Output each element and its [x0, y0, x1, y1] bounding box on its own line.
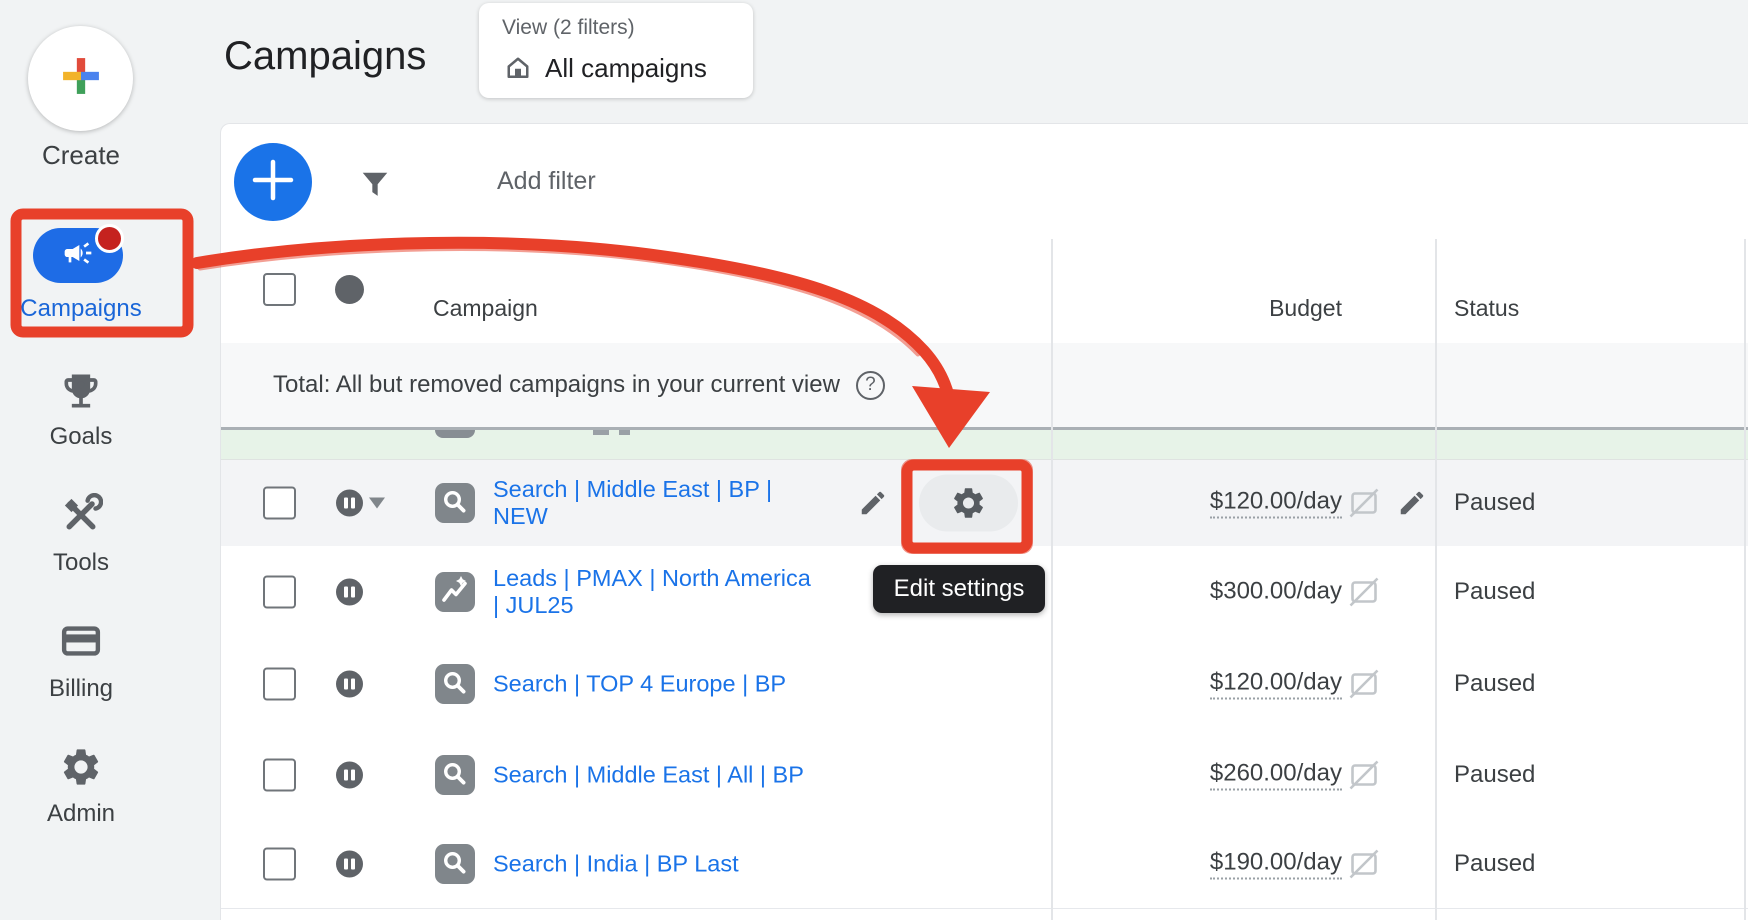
column-divider: [1435, 239, 1437, 920]
budget-not-shared-icon: [1346, 574, 1382, 610]
status-value: Paused: [1454, 850, 1536, 877]
budget-value[interactable]: $260.00/day: [1209, 759, 1342, 790]
status-value: Paused: [1454, 578, 1536, 605]
row-checkbox[interactable]: [263, 847, 296, 881]
table-header-row: Campaign Budget Status: [221, 239, 1748, 345]
notification-dot: [95, 224, 124, 253]
budget-value[interactable]: $120.00/day: [1209, 487, 1342, 519]
edit-budget-pencil-icon[interactable]: [1397, 488, 1427, 518]
trophy-icon[interactable]: [59, 369, 103, 413]
budget-value[interactable]: $300.00/day: [1209, 577, 1342, 605]
campaign-link[interactable]: Leads | PMAX | North America | JUL25: [493, 565, 811, 618]
campaigns-table: Add filter Campaign Budget Status Total:…: [220, 123, 1748, 920]
select-all-checkbox[interactable]: [263, 273, 296, 306]
total-row: Total: All but removed campaigns in your…: [221, 343, 1748, 430]
pmax-campaign-icon: [435, 572, 475, 612]
status-value: Paused: [1454, 760, 1536, 788]
campaign-link[interactable]: Search | Middle East | All | BP: [493, 761, 804, 787]
tools-icon[interactable]: [59, 492, 104, 537]
budget-not-shared-icon: [1346, 485, 1382, 521]
gear-icon[interactable]: [59, 745, 103, 789]
budget-value[interactable]: $120.00/day: [1209, 668, 1342, 699]
help-icon[interactable]: ?: [855, 370, 885, 400]
table-row: Search | India | BP Last $190.00/day Pau…: [221, 820, 1748, 909]
clipped-text-fragment: [619, 430, 630, 435]
sidebar-item-goals[interactable]: Goals: [49, 423, 113, 450]
highlighted-partial-row: [221, 430, 1748, 460]
paused-status-icon[interactable]: [336, 761, 363, 788]
add-filter-button[interactable]: Add filter: [497, 167, 596, 195]
search-campaign-icon: [435, 844, 475, 884]
plus-icon: [234, 141, 312, 224]
row-checkbox[interactable]: [263, 486, 296, 520]
search-campaign-icon: [435, 482, 475, 523]
edit-settings-gear-button[interactable]: [919, 474, 1018, 532]
column-divider: [1744, 239, 1746, 920]
edit-settings-tooltip: Edit settings: [873, 565, 1045, 613]
total-row-text: Total: All but removed campaigns in your…: [273, 371, 840, 398]
status-dot-icon: [335, 275, 364, 304]
row-checkbox[interactable]: [263, 575, 296, 609]
sidebar-item-campaigns-label: Campaigns: [20, 295, 142, 322]
row-checkbox[interactable]: [263, 667, 296, 700]
sidebar-item-billing[interactable]: Billing: [48, 675, 114, 702]
status-value: Paused: [1454, 669, 1536, 697]
page-title: Campaigns: [224, 34, 427, 78]
budget-not-shared-icon: [1346, 846, 1382, 882]
row-checkbox[interactable]: [263, 758, 296, 791]
table-row: Search | Middle East | BP | NEW $120.00/…: [221, 459, 1748, 547]
table-row: Search | Middle East | All | BP $260.00/…: [221, 729, 1748, 821]
credit-card-icon[interactable]: [59, 619, 103, 663]
edit-pencil-icon[interactable]: [858, 488, 888, 518]
status-value: Paused: [1454, 488, 1536, 516]
campaign-link[interactable]: Search | TOP 4 Europe | BP: [493, 670, 787, 696]
paused-status-icon[interactable]: [336, 489, 363, 517]
campaign-link[interactable]: Search | Middle East | BP | NEW: [493, 475, 773, 529]
view-chip-label: View (2 filters): [502, 16, 635, 39]
campaign-link[interactable]: Search | India | BP Last: [493, 850, 739, 877]
column-header-campaign[interactable]: Campaign: [433, 295, 538, 321]
view-filter-chip[interactable]: View (2 filters) All campaigns: [479, 3, 753, 98]
budget-not-shared-icon: [1346, 757, 1382, 793]
paused-status-icon[interactable]: [336, 850, 363, 878]
sidebar-item-admin[interactable]: Admin: [46, 800, 116, 827]
budget-value[interactable]: $190.00/day: [1209, 849, 1342, 880]
column-divider: [1051, 239, 1053, 920]
table-row: Search | TOP 4 Europe | BP $120.00/day P…: [221, 638, 1748, 730]
new-campaign-button[interactable]: [234, 143, 312, 221]
clipped-campaign-icon-fragment: [435, 430, 475, 438]
chevron-down-icon[interactable]: [369, 497, 385, 509]
clipped-text-fragment: [593, 430, 609, 435]
paused-status-icon[interactable]: [336, 670, 363, 697]
column-header-budget[interactable]: Budget: [1269, 295, 1342, 321]
filter-toolbar: Add filter: [221, 124, 1748, 240]
create-label: Create: [41, 140, 121, 170]
create-button[interactable]: [28, 26, 133, 131]
search-campaign-icon: [435, 663, 475, 704]
search-campaign-icon: [435, 754, 475, 795]
google-plus-icon: [49, 44, 113, 113]
sidebar-item-tools[interactable]: Tools: [52, 549, 110, 576]
column-header-status[interactable]: Status: [1454, 295, 1520, 321]
view-chip-value: All campaigns: [545, 53, 707, 83]
megaphone-icon: [62, 237, 94, 274]
budget-not-shared-icon: [1346, 666, 1382, 702]
paused-status-icon[interactable]: [336, 578, 363, 606]
home-icon: [503, 53, 533, 83]
filter-funnel-icon[interactable]: [359, 169, 391, 201]
